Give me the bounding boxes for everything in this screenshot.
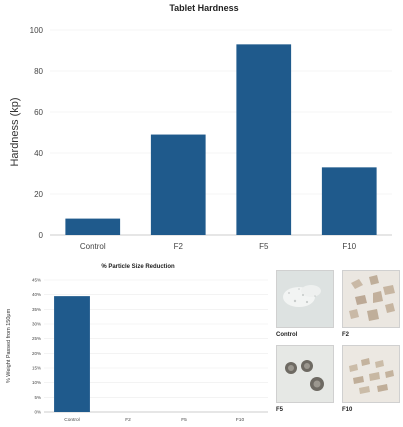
bar-control bbox=[65, 218, 121, 235]
y-axis-label: Hardness (kp) bbox=[9, 97, 21, 166]
chart-title: Tablet Hardness bbox=[169, 3, 238, 13]
y-tick-label: 5% bbox=[34, 395, 41, 400]
x-tick-label: Control bbox=[80, 242, 106, 251]
micrograph-label: F10 bbox=[342, 407, 353, 413]
x-tick-label: F5 bbox=[259, 242, 269, 251]
x-tick-label: F2 bbox=[174, 242, 184, 251]
crystal-micrograph-icon bbox=[342, 345, 400, 403]
y-tick-label: 40 bbox=[34, 149, 43, 158]
y-tick-label: 25% bbox=[32, 336, 41, 341]
y-tick-label: 20 bbox=[34, 190, 43, 199]
y-axis-label: % Weight Passed from 150μm bbox=[6, 308, 12, 383]
micrograph-label: F5 bbox=[276, 407, 284, 413]
bar-f2 bbox=[150, 134, 206, 235]
x-tick-label: Control bbox=[64, 417, 79, 423]
x-tick-label: F2 bbox=[125, 417, 131, 423]
spherical-particle-micrograph-icon bbox=[276, 345, 334, 403]
y-tick-label: 15% bbox=[32, 366, 41, 371]
granule-micrograph-icon bbox=[342, 270, 400, 328]
tablet-hardness-chart: Tablet Hardness Hardness (kp) 0 20 40 60 80 1… bbox=[9, 3, 392, 251]
x-tick-label: F5 bbox=[181, 417, 187, 423]
y-tick-label: 0 bbox=[39, 231, 44, 240]
micrograph-label: F2 bbox=[342, 332, 350, 338]
y-tick-label: 30% bbox=[32, 322, 41, 327]
y-tick-label: 35% bbox=[32, 307, 41, 312]
bar-f5 bbox=[236, 44, 292, 235]
y-tick-label: 100 bbox=[30, 26, 44, 35]
y-tick-label: 20% bbox=[32, 351, 41, 356]
x-tick-label: F10 bbox=[342, 242, 356, 251]
y-tick-label: 60 bbox=[34, 108, 43, 117]
bar-control bbox=[54, 296, 90, 412]
y-tick-label: 80 bbox=[34, 67, 43, 76]
chart-title: % Particle Size Reduction bbox=[101, 264, 175, 270]
particle-size-reduction-chart: % Particle Size Reduction % Weight Passe… bbox=[6, 264, 268, 423]
powder-micrograph-icon bbox=[276, 270, 334, 328]
bar-f10 bbox=[321, 167, 377, 235]
x-tick-label: F10 bbox=[236, 417, 245, 423]
y-tick-label: 45% bbox=[32, 278, 41, 283]
y-tick-label: 10% bbox=[32, 380, 41, 385]
micrograph-label: Control bbox=[276, 332, 298, 338]
y-tick-label: 40% bbox=[32, 292, 41, 297]
y-tick-label: 0% bbox=[34, 410, 41, 415]
